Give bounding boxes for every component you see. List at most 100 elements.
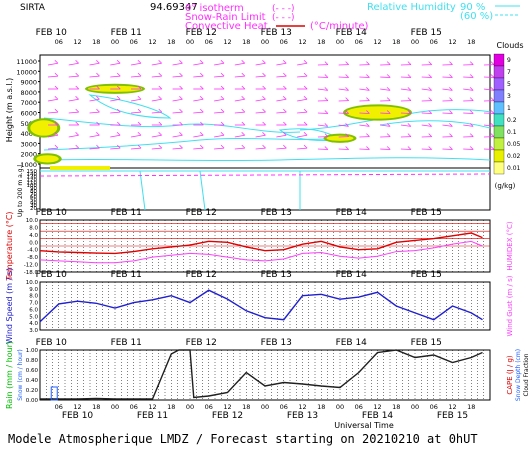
wind-barb bbox=[151, 98, 162, 102]
wind-barb-head bbox=[303, 108, 308, 113]
hour-label-bottom: 18 bbox=[242, 403, 250, 411]
wind-barb-head bbox=[386, 110, 391, 114]
wind-barb-head bbox=[283, 85, 287, 90]
day-label: FEB 14 bbox=[336, 270, 368, 280]
y-tick-lowlevel: 50 bbox=[30, 197, 37, 203]
wind-barb-head bbox=[449, 97, 453, 101]
colorbar-swatch bbox=[493, 101, 505, 115]
ylabel-snowdepth: Snow Depth (cm) bbox=[515, 349, 522, 401]
wind-barb bbox=[421, 76, 432, 78]
wind-barb bbox=[193, 62, 204, 66]
y-tick-altitude: 11000 bbox=[16, 58, 37, 66]
day-label: FEB 13 bbox=[261, 208, 292, 218]
day-label: FEB 10 bbox=[36, 208, 68, 218]
hour-label: 06 bbox=[130, 38, 138, 46]
wind-barb bbox=[131, 111, 142, 114]
wind-barb-head bbox=[75, 144, 80, 149]
hour-label-bottom: 18 bbox=[392, 403, 400, 411]
hour-label-bottom: 12 bbox=[223, 403, 231, 411]
ylabel-right: Wind Gust (m / s) bbox=[506, 275, 514, 336]
colorbar-swatch bbox=[493, 137, 505, 151]
wind-barb-head bbox=[283, 72, 287, 77]
wind-barb bbox=[483, 76, 495, 78]
wind-barb bbox=[421, 88, 432, 91]
wind-barb-head bbox=[262, 131, 266, 136]
wind-barb-head bbox=[220, 85, 225, 90]
wind-barb-head bbox=[428, 133, 432, 137]
wind-barb-head bbox=[407, 133, 412, 137]
ylabel-right: CAPE (J / g) bbox=[506, 355, 514, 395]
wind-barb bbox=[483, 88, 494, 91]
y-tick: -12.0 bbox=[24, 263, 39, 269]
wind-barb bbox=[359, 124, 370, 127]
wind-barb-head bbox=[116, 144, 121, 149]
wind-barb-head bbox=[96, 59, 100, 64]
wind-barb-head bbox=[449, 146, 453, 150]
wind-barb bbox=[463, 112, 474, 114]
wind-barb-head bbox=[324, 87, 329, 91]
colorbar-unit: (g/kg) bbox=[495, 182, 516, 190]
wind-barb bbox=[47, 111, 58, 114]
wind-barb-head bbox=[241, 59, 245, 64]
wind-barb-head bbox=[407, 87, 412, 91]
wind-barb bbox=[110, 111, 121, 114]
wind-barb-head bbox=[137, 59, 142, 64]
wind-barb-head bbox=[117, 121, 121, 126]
wind-barb bbox=[255, 111, 266, 114]
wind-barb bbox=[317, 88, 328, 91]
wind-barb bbox=[338, 124, 349, 127]
wind-barb-head bbox=[407, 74, 412, 78]
wind-barb bbox=[400, 88, 411, 91]
wind-barb-head bbox=[241, 121, 246, 126]
ylabel-left: Wind Speed (m / s) bbox=[5, 268, 14, 344]
wind-barb-head bbox=[54, 108, 59, 113]
y-tick-lowlevel: 60 bbox=[30, 195, 37, 201]
wind-barb-head bbox=[282, 131, 287, 136]
y-tick: -4.0 bbox=[27, 248, 38, 254]
wind-barb-head bbox=[469, 87, 474, 91]
wind-barb-head bbox=[116, 95, 121, 100]
y-tick-lowlevel: 70 bbox=[30, 192, 37, 198]
ylabel-cloudfrac: Cloud Fraction bbox=[523, 353, 528, 396]
day-label: FEB 12 bbox=[186, 338, 217, 348]
legend-unit-minute: (°C/minute) bbox=[310, 21, 369, 32]
wind-barb bbox=[172, 147, 183, 150]
hour-label: 18 bbox=[317, 38, 325, 46]
y-tick-lowlevel: 130 bbox=[27, 175, 38, 181]
snow-bar bbox=[50, 386, 58, 401]
wind-barb bbox=[89, 111, 100, 114]
wind-barb bbox=[483, 112, 495, 114]
wind-barb-head bbox=[117, 85, 121, 90]
wind-barb bbox=[151, 134, 162, 138]
wind-barb bbox=[234, 147, 245, 150]
day-label-bottom: FEB 11 bbox=[137, 411, 168, 421]
wind-barb-head bbox=[158, 121, 163, 126]
wind-barb-head bbox=[324, 110, 329, 114]
wind-barb bbox=[463, 124, 474, 127]
wind-barb bbox=[214, 147, 225, 150]
hour-label: 12 bbox=[73, 38, 81, 46]
colorbar-tick: 3 bbox=[507, 93, 511, 100]
xaxis-label: Universal Time bbox=[334, 421, 394, 430]
wind-barb bbox=[400, 148, 411, 150]
wind-barb-head bbox=[179, 72, 183, 77]
wind-barb bbox=[89, 75, 100, 78]
wind-barb bbox=[359, 148, 370, 150]
wind-barb bbox=[130, 134, 141, 138]
day-label: FEB 14 bbox=[336, 28, 368, 38]
altitude-ylabel: Height (m a.s.l.) bbox=[5, 78, 14, 143]
day-label: FEB 13 bbox=[261, 338, 292, 348]
wind-barb-head bbox=[366, 87, 370, 91]
wind-barb-head bbox=[490, 87, 495, 91]
hour-label: 12 bbox=[373, 38, 381, 46]
wind-barb-head bbox=[407, 146, 412, 150]
lowlevel-humidity-drop bbox=[139, 170, 301, 211]
colorbar-tick: 7 bbox=[507, 69, 511, 76]
wind-barb-head bbox=[282, 59, 287, 64]
wind-barb bbox=[380, 124, 391, 127]
colorbar-tick: 0.05 bbox=[507, 141, 521, 148]
hour-label: 06 bbox=[55, 38, 63, 46]
wind-barb bbox=[234, 98, 245, 102]
wind-barb bbox=[380, 148, 391, 150]
y-tick: -18.0 bbox=[24, 270, 39, 276]
